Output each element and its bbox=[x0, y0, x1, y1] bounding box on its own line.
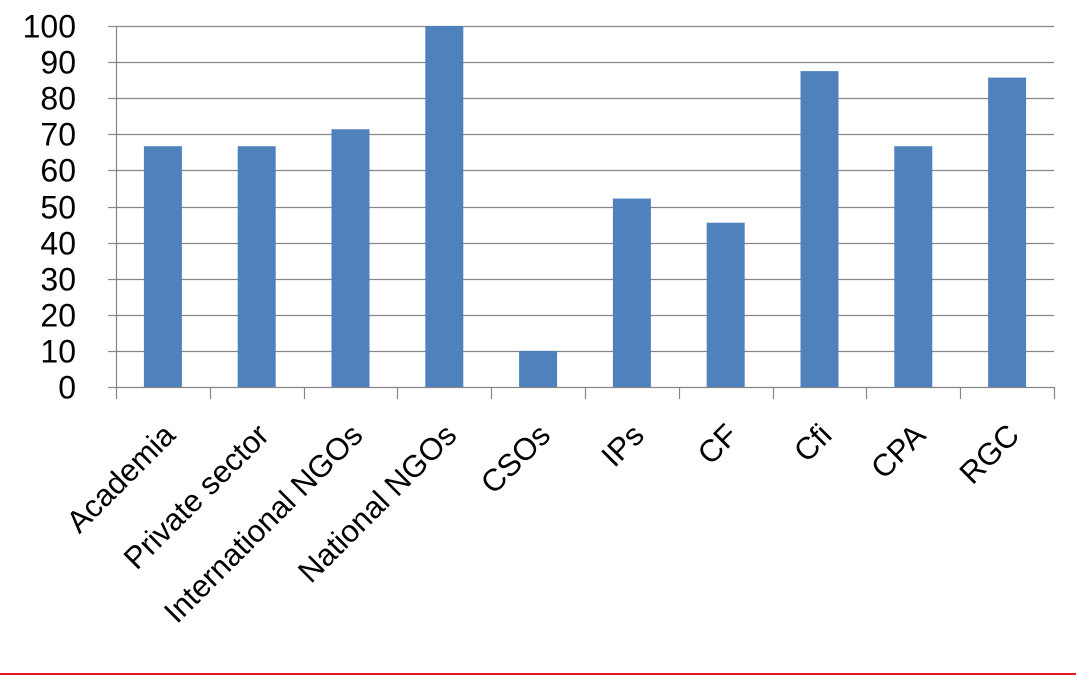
y-tick-label: 10 bbox=[40, 334, 76, 370]
y-tick-label: 40 bbox=[40, 226, 76, 262]
y-tick-label: 70 bbox=[40, 117, 76, 153]
y-tick-label: 80 bbox=[40, 81, 76, 117]
y-tick-label: 100 bbox=[23, 9, 76, 45]
x-tick-label: National NGOs bbox=[291, 417, 463, 589]
x-tick-label: Cfi bbox=[787, 417, 839, 469]
y-tick-label: 30 bbox=[40, 262, 76, 298]
bar bbox=[800, 71, 839, 387]
x-tick-label: CSOs bbox=[474, 417, 557, 500]
bar bbox=[331, 129, 370, 387]
x-tick-label: RGC bbox=[953, 417, 1026, 490]
bar bbox=[988, 77, 1027, 388]
bar bbox=[519, 350, 558, 387]
y-tick-label: 0 bbox=[58, 370, 76, 406]
bar bbox=[612, 198, 651, 387]
y-tick-label: 90 bbox=[40, 45, 76, 81]
y-tick-label: 20 bbox=[40, 298, 76, 334]
y-tick-label: 50 bbox=[40, 190, 76, 226]
bars bbox=[143, 26, 1027, 388]
bar bbox=[894, 146, 933, 387]
bar bbox=[143, 146, 182, 387]
x-tick-label: CF bbox=[691, 417, 745, 471]
bar bbox=[706, 222, 745, 387]
axes bbox=[108, 25, 1056, 399]
bar bbox=[425, 26, 464, 387]
x-tick-label: CPA bbox=[864, 417, 932, 485]
y-tick-label: 60 bbox=[40, 153, 76, 189]
x-tick-label: IPs bbox=[594, 417, 650, 473]
bar bbox=[237, 146, 276, 387]
